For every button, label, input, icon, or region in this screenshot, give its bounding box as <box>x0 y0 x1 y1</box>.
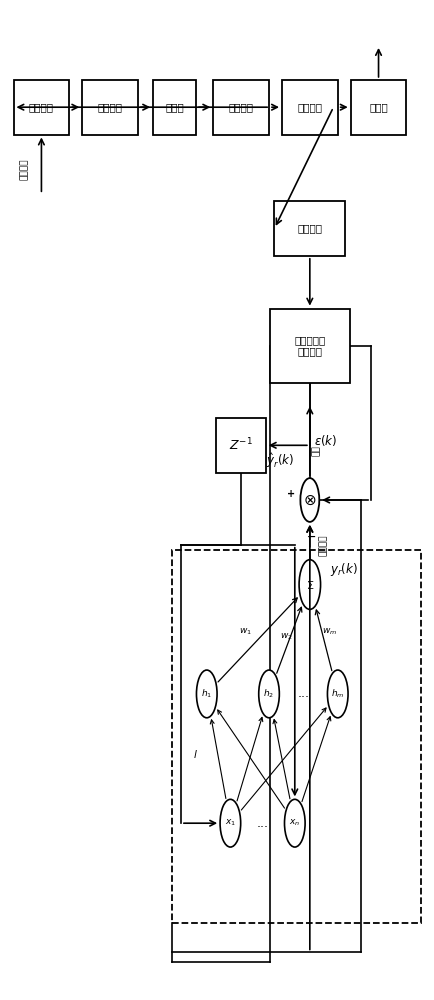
Text: 控制单元: 控制单元 <box>29 102 54 112</box>
Text: 驱动模块: 驱动模块 <box>97 102 122 112</box>
Text: $w_1$: $w_1$ <box>238 626 251 637</box>
Text: $x_n$: $x_n$ <box>289 818 300 828</box>
Text: $w_2$: $w_2$ <box>279 632 292 642</box>
Text: $Z^{-1}$: $Z^{-1}$ <box>229 437 253 454</box>
FancyBboxPatch shape <box>274 201 345 256</box>
Text: +: + <box>286 489 295 499</box>
Text: $h_m$: $h_m$ <box>330 688 344 700</box>
Text: −: − <box>306 532 316 542</box>
Text: $y_r(k)$: $y_r(k)$ <box>329 561 357 578</box>
Text: $l$: $l$ <box>192 748 197 760</box>
Circle shape <box>300 478 319 522</box>
Text: $\Sigma$: $\Sigma$ <box>305 579 313 591</box>
Text: $w_m$: $w_m$ <box>321 626 336 637</box>
FancyBboxPatch shape <box>350 80 405 135</box>
Text: $h_2$: $h_2$ <box>263 688 274 700</box>
Text: $\hat{y}_r(k)$: $\hat{y}_r(k)$ <box>265 451 293 470</box>
FancyBboxPatch shape <box>216 418 265 473</box>
FancyBboxPatch shape <box>281 80 337 135</box>
FancyBboxPatch shape <box>270 309 349 383</box>
FancyBboxPatch shape <box>213 80 268 135</box>
Text: $\otimes$: $\otimes$ <box>302 492 316 507</box>
Circle shape <box>284 799 304 847</box>
Text: 控制信号: 控制信号 <box>20 159 29 180</box>
Text: 小减速器: 小减速器 <box>297 224 322 234</box>
Text: $\varepsilon(k)$: $\varepsilon(k)$ <box>314 433 337 448</box>
Circle shape <box>258 670 279 718</box>
FancyBboxPatch shape <box>82 80 138 135</box>
Text: 残差: 残差 <box>311 445 320 456</box>
FancyBboxPatch shape <box>153 80 196 135</box>
Text: ...: ... <box>256 817 268 830</box>
Text: 预期输出: 预期输出 <box>318 534 327 555</box>
Text: $x_1$: $x_1$ <box>224 818 235 828</box>
Text: $h_1$: $h_1$ <box>201 688 212 700</box>
Text: 作动筒: 作动筒 <box>368 102 387 112</box>
Circle shape <box>220 799 240 847</box>
Text: 减速机构: 减速机构 <box>297 102 322 112</box>
Circle shape <box>327 670 347 718</box>
Circle shape <box>196 670 217 718</box>
Circle shape <box>299 560 320 609</box>
Text: 伺服阀: 伺服阀 <box>165 102 184 112</box>
FancyBboxPatch shape <box>13 80 69 135</box>
Text: ...: ... <box>297 687 309 700</box>
Text: 旋转可调节
动变压器: 旋转可调节 动变压器 <box>293 335 325 357</box>
Text: 液压电机: 液压电机 <box>228 102 253 112</box>
